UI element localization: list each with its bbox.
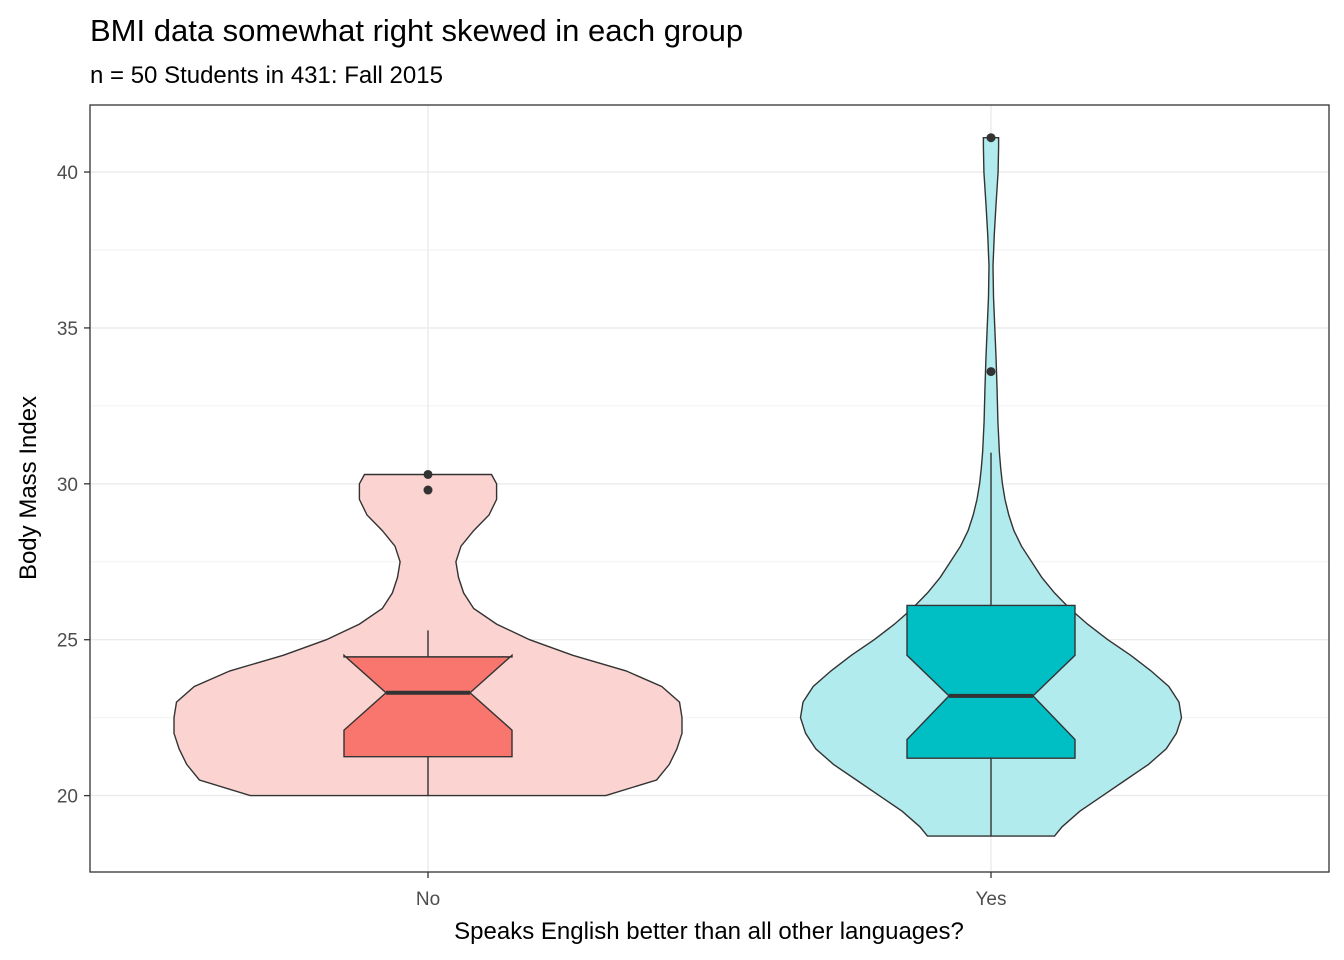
outlier-point-yes: [986, 133, 996, 143]
boxplot-no: [343, 653, 513, 758]
outlier-point-no: [423, 469, 433, 479]
panel-border: [89, 104, 1330, 873]
y-tick-label: 20: [57, 787, 78, 808]
outlier-point-yes: [986, 367, 996, 377]
y-axis-title: Body Mass Index: [15, 396, 42, 580]
boxplot-yes: [906, 604, 1076, 759]
axis-layer: 20 25 30 35 40 No Yes: [57, 163, 1007, 910]
chart-title: BMI data somewhat right skewed in each g…: [90, 13, 743, 48]
y-tick-label: 40: [57, 163, 78, 184]
x-tick-label: No: [416, 889, 440, 910]
y-tick-label: 25: [57, 631, 78, 652]
y-tick-label: 35: [57, 319, 78, 340]
data-layer: [173, 133, 1183, 837]
chart-subtitle: n = 50 Students in 431: Fall 2015: [90, 62, 443, 89]
outlier-point-no: [423, 485, 433, 495]
x-axis-title: Speaks English better than all other lan…: [454, 918, 964, 945]
y-tick-label: 30: [57, 475, 78, 496]
x-tick-label: Yes: [976, 889, 1007, 910]
